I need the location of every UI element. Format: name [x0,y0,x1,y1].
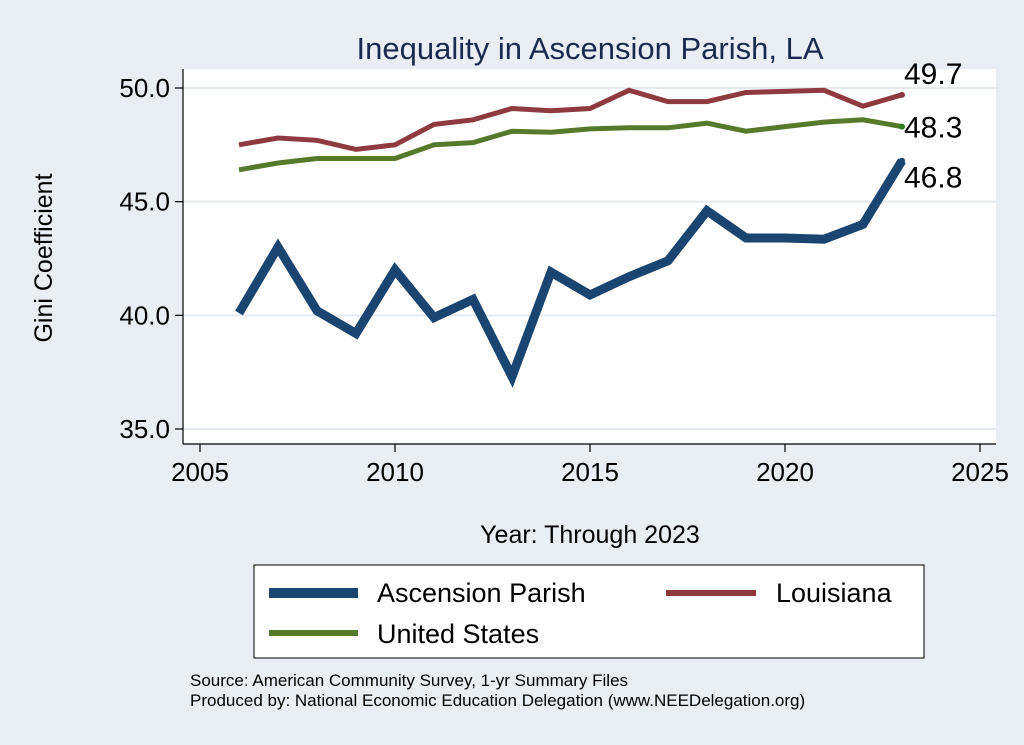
y-tick-label-50-0: 50.0 [119,73,170,103]
end-label-louisiana: 49.7 [904,58,962,91]
series-line-united-states [238,117,903,173]
x-tick-label-2005: 2005 [171,457,229,487]
x-tick-label-2025: 2025 [951,457,1009,487]
chart-title: Inequality in Ascension Parish, LA [357,31,824,66]
y-ticks: 35.0 40.0 45.0 50.0 [119,73,183,444]
source-note: Source: American Community Survey, 1-yr … [190,671,628,690]
x-axis-title: Year: Through 2023 [480,521,700,549]
series-endpoint-ascension-parish [899,157,905,164]
y-tick-label-35-0: 35.0 [119,414,170,444]
end-label-united-states: 48.3 [904,112,962,145]
y-tick-label-45-0: 45.0 [119,187,170,217]
x-tick-label-2010: 2010 [366,457,424,487]
y-axis-title: Gini Coefficient [30,173,58,342]
series [235,87,906,388]
series-endpoint-louisiana [899,91,905,98]
series-line-ascension-parish [235,158,906,388]
x-tick-label-2015: 2015 [561,457,619,487]
legend-label-united-states: United States [377,619,539,649]
series-line-louisiana [238,87,903,152]
legend-label-louisiana: Louisiana [776,578,893,608]
legend: Ascension Parish Louisiana United States [253,564,925,659]
legend-label-ascension-parish: Ascension Parish [377,578,586,608]
produced-by-note: Produced by: National Economic Education… [190,691,805,710]
end-label-ascension-parish: 46.8 [904,162,962,195]
legend-box [253,564,925,659]
y-tick-label-40-0: 40.0 [119,300,170,330]
x-ticks: 2005 2010 2015 2020 2025 [171,444,1009,487]
end-labels: 46.8 49.7 48.3 [904,58,962,195]
x-tick-label-2020: 2020 [756,457,814,487]
series-endpoint-united-states [899,123,905,130]
plot-area [183,69,996,444]
